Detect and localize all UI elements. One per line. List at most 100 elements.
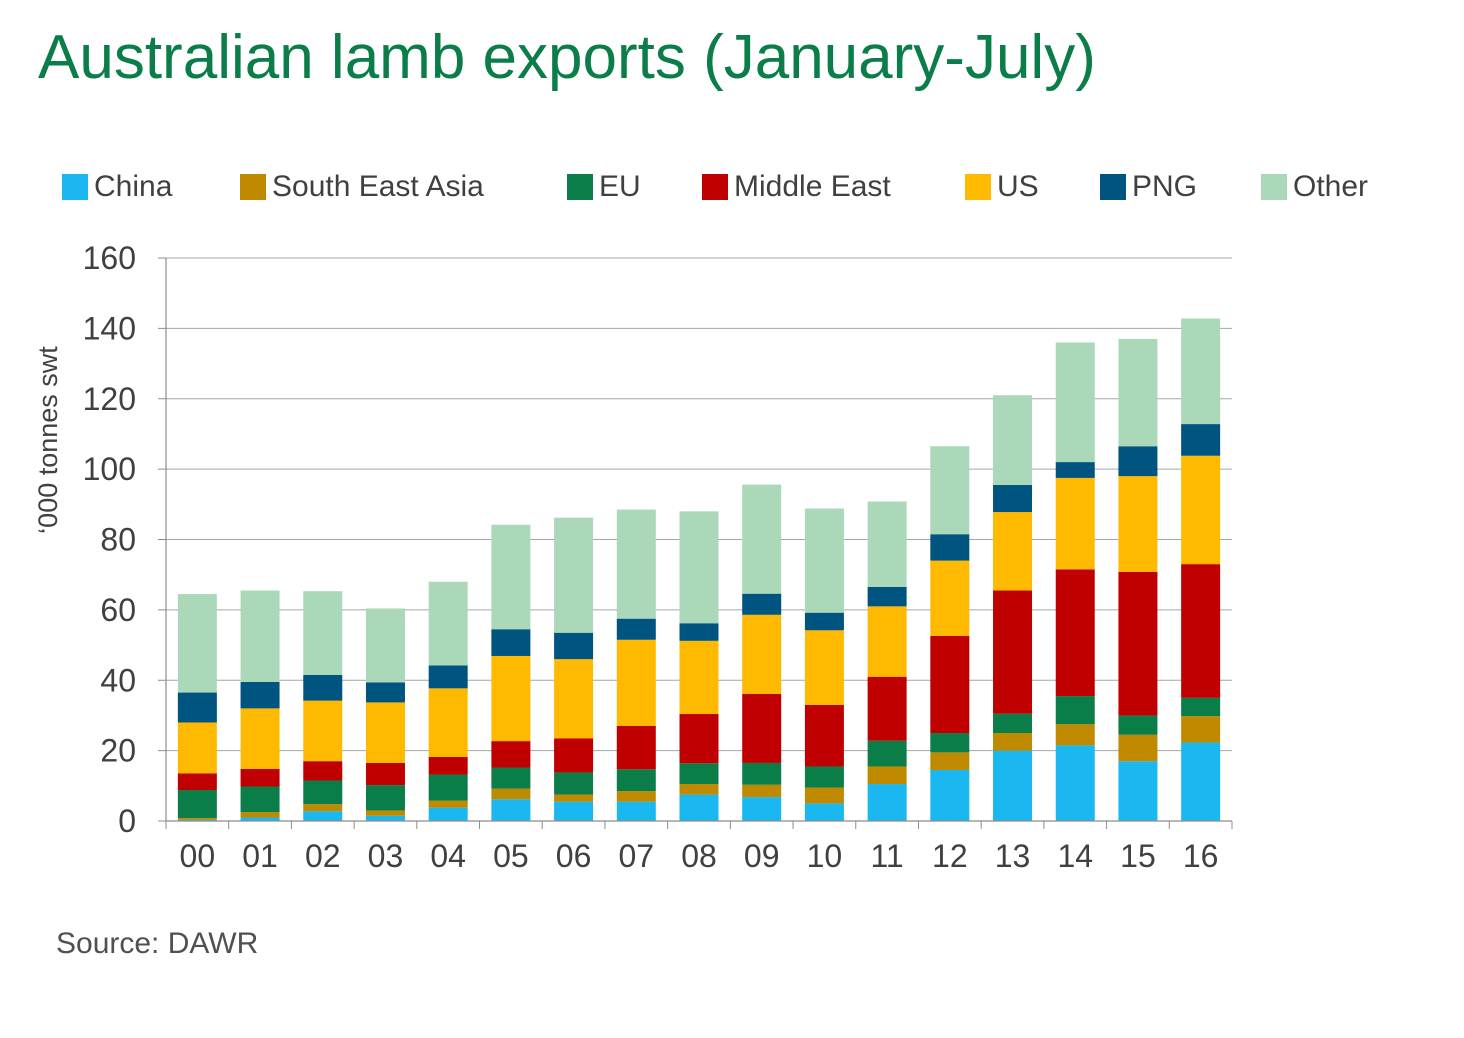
legend-label-other: Other [1293,170,1369,203]
bar-segment-south-east-asia [679,784,719,795]
legend-label-us: US [997,170,1039,203]
bar-segment-png [804,612,844,631]
bar-segment-south-east-asia [993,733,1033,751]
bar-segment-us [993,512,1033,591]
bar-segment-china [930,769,970,821]
bar-segment-png [240,682,280,709]
x-tick-label: 14 [1057,838,1093,874]
bar-segment-middle-east [428,756,468,775]
bar-segment-eu [554,772,594,795]
bar-segment-other [1181,318,1221,425]
bar-segment-eu [303,780,343,805]
bar-segment-china [867,784,907,821]
bar-segment-middle-east [491,741,531,768]
bar-segment-middle-east [867,676,907,741]
bar-segment-eu [993,713,1033,734]
legend-label-china: China [94,170,173,203]
bar-segment-middle-east [1181,564,1221,698]
bar-segment-middle-east [993,590,1033,714]
bar-segment-south-east-asia [804,787,844,804]
bar-segment-png [1181,424,1221,456]
bar-segment-us [804,630,844,705]
bar-segment-png [554,632,594,660]
bar-segment-us [240,708,280,769]
x-tick-label: 04 [430,838,466,874]
bar-segment-china [1181,742,1221,821]
x-tick-label: 10 [807,838,843,874]
bar-segment-south-east-asia [616,791,656,802]
bar-segment-china [240,817,280,821]
bar-segment-png [930,534,970,561]
bar-segment-south-east-asia [554,794,594,802]
bar-segment-png [867,587,907,607]
y-tick-label: 0 [118,803,136,839]
legend-label-south-east-asia: South East Asia [272,170,484,203]
bar-segment-south-east-asia [303,804,343,812]
bar-segment-other [616,509,656,619]
x-tick-label: 05 [493,838,529,874]
x-tick-label: 00 [180,838,216,874]
x-tick-label: 13 [995,838,1031,874]
bar-segment-eu [742,762,782,785]
bar-segment-png [616,618,656,640]
bar-segment-other [554,517,594,633]
x-tick-label: 06 [556,838,592,874]
bar-segment-south-east-asia [365,810,405,816]
bar-segment-eu [365,785,405,811]
bar-segment-middle-east [1118,571,1158,716]
bar-segment-other [804,508,844,613]
bar-segment-middle-east [1055,569,1095,697]
legend-label-eu: EU [599,170,641,203]
bar-segment-china [616,801,656,821]
bar-segment-middle-east [742,693,782,763]
y-tick-label: 120 [83,381,136,417]
bar-segment-png [177,692,217,723]
bar-segment-other [365,608,405,683]
bar-segment-china [1118,761,1158,821]
bar-segment-us [365,702,405,763]
bar-segment-other [177,594,217,693]
bar-segment-eu [867,740,907,767]
bar-segment-other [428,581,468,666]
bar-segment-other [993,395,1033,485]
chart-title: Australian lamb exports (January-July) [38,23,1096,92]
x-tick-label: 02 [305,838,341,874]
source-note: Source: DAWR [56,927,259,960]
bar-segment-png [303,674,343,701]
bar-segment-south-east-asia [742,784,782,798]
bar-segment-other [240,590,280,683]
x-tick-label: 03 [368,838,404,874]
bar-segment-south-east-asia [1055,724,1095,746]
bar-segment-us [742,614,782,694]
bar-segment-middle-east [616,725,656,770]
x-tick-label: 15 [1120,838,1156,874]
bar-segment-png [993,484,1033,513]
bar-segment-us [491,655,531,742]
bar-segment-china [428,807,468,821]
legend-item-south-east-asia: South East Asia [240,170,484,204]
legend-item-us: US [965,170,1039,204]
bar-segment-china [554,801,594,821]
legend-item-png: PNG [1100,170,1197,204]
bar-segment-eu [1181,697,1221,717]
legend-swatch-us [965,174,991,200]
x-tick-label: 01 [242,838,278,874]
bar-segment-eu [804,766,844,788]
bar-segment-us [679,640,719,715]
bar-segment-eu [491,767,531,789]
bar-segment-eu [177,790,217,819]
legend-item-eu: EU [567,170,641,204]
legend-item-china: China [62,170,172,204]
bar-segment-middle-east [554,738,594,773]
bar-segment-us [1055,477,1095,570]
bar-segment-eu [616,769,656,792]
bar-segment-us [930,560,970,636]
bar-segment-middle-east [240,768,280,787]
bar-segment-eu [930,733,970,753]
bar-segment-other [303,591,343,675]
legend-swatch-eu [567,174,593,200]
bar-segment-us [554,659,594,739]
bar-segment-middle-east [679,714,719,764]
y-tick-label: 160 [83,240,136,276]
